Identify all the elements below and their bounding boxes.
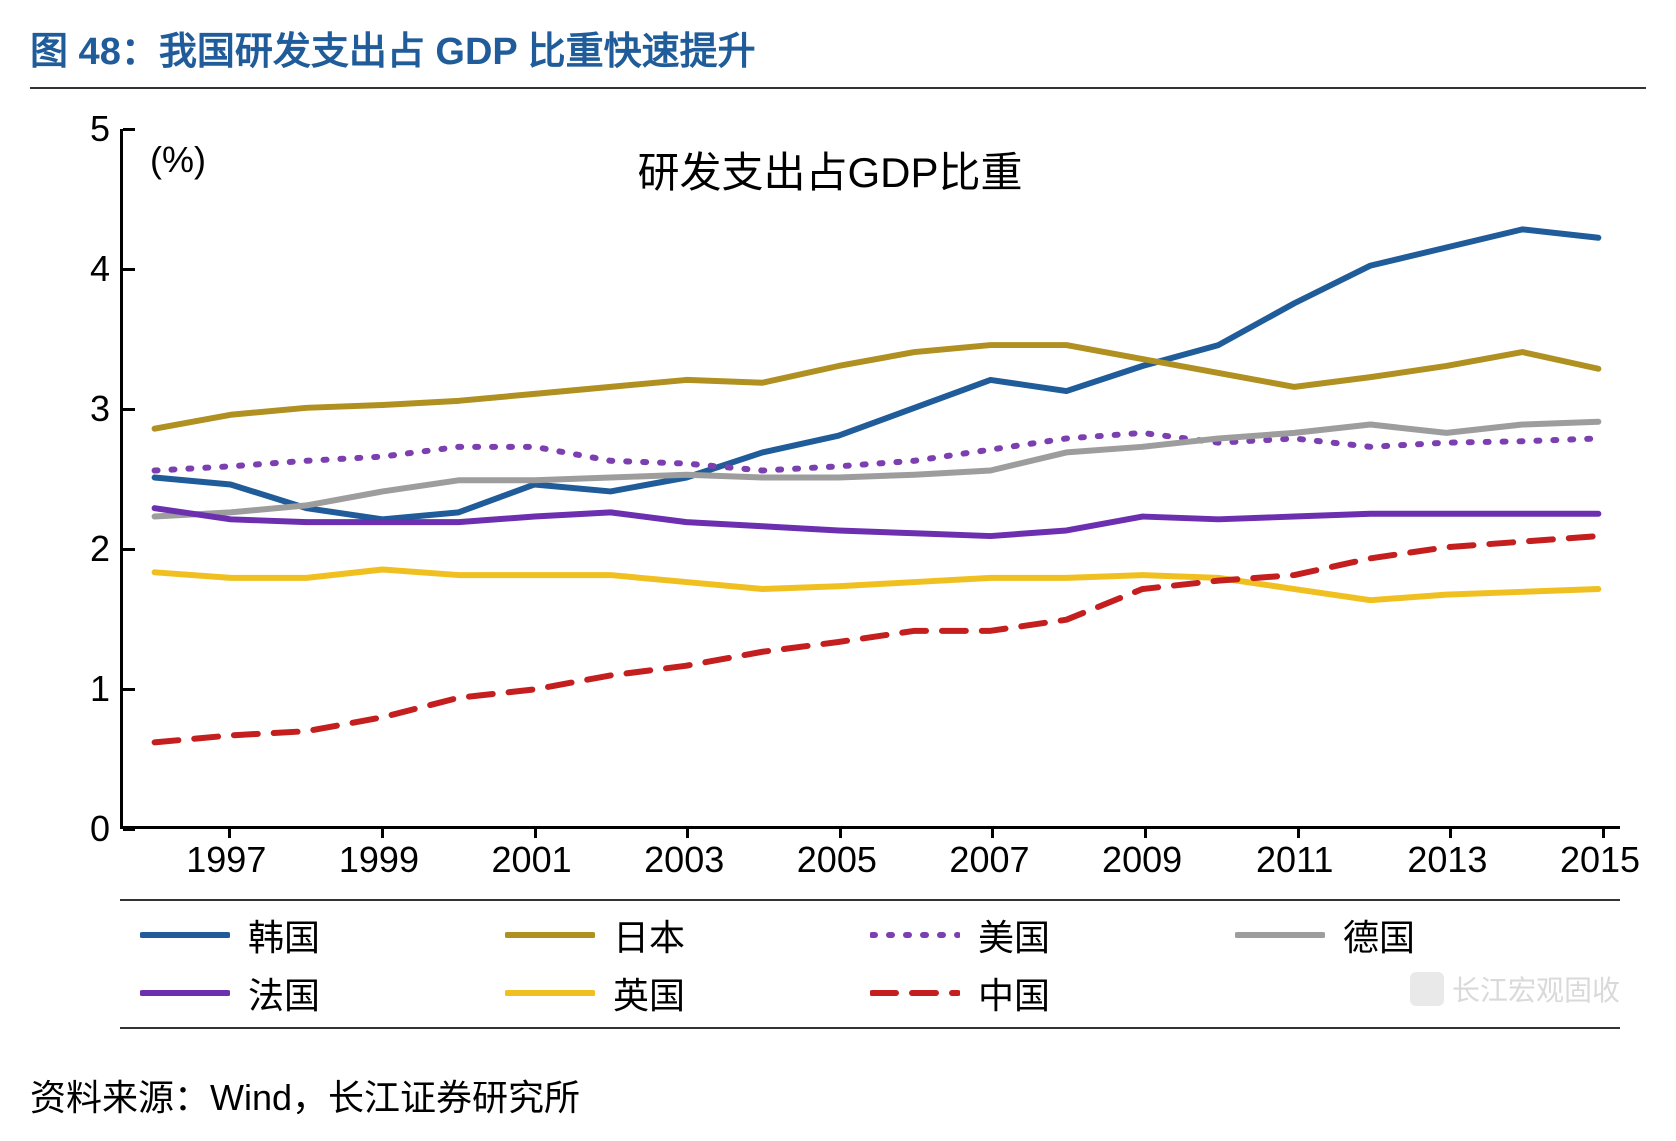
x-axis-label: 1997: [186, 839, 266, 881]
y-tick: [123, 408, 135, 411]
line-series-svg: [123, 129, 1620, 826]
legend-swatch: [505, 915, 595, 955]
legend-swatch: [505, 973, 595, 1013]
legend-item: 日本: [505, 909, 870, 961]
x-tick: [534, 826, 537, 838]
legend-label: 中国: [978, 967, 1050, 1019]
legend-label: 日本: [613, 909, 685, 961]
legend-item: 韩国: [140, 909, 505, 961]
series-line-德国: [155, 422, 1599, 517]
legend-item: 美国: [870, 909, 1235, 961]
legend-label: 韩国: [248, 909, 320, 961]
x-axis-label: 2001: [492, 839, 572, 881]
legend-item: 英国: [505, 967, 870, 1019]
series-line-中国: [155, 536, 1599, 742]
x-tick: [1449, 826, 1452, 838]
x-axis-label: 2007: [949, 839, 1029, 881]
x-axis-label: 2015: [1560, 839, 1640, 881]
legend-item: 法国: [140, 967, 505, 1019]
legend-label: 英国: [613, 967, 685, 1019]
watermark-text: 长江宏观固收: [1452, 969, 1620, 1009]
legend-swatch: [140, 915, 230, 955]
x-axis-label: 2005: [797, 839, 877, 881]
x-tick: [1602, 826, 1605, 838]
x-axis-label: 2009: [1102, 839, 1182, 881]
legend-label: 法国: [248, 967, 320, 1019]
x-tick: [991, 826, 994, 838]
y-tick: [123, 128, 135, 131]
legend-swatch: [870, 915, 960, 955]
legend-swatch: [870, 973, 960, 1013]
legend-swatch: [140, 973, 230, 1013]
x-tick: [381, 826, 384, 838]
y-axis-label: 3: [90, 388, 110, 430]
series-line-日本: [155, 345, 1599, 429]
y-axis-label: 4: [90, 248, 110, 290]
x-tick: [839, 826, 842, 838]
legend-swatch: [1235, 915, 1325, 955]
legend-item: 德国: [1235, 909, 1600, 961]
legend: 韩国 日本 美国 德国法国 英国 中国: [120, 899, 1620, 1029]
legend-label: 德国: [1343, 909, 1415, 961]
y-axis-label: 0: [90, 808, 110, 850]
x-tick: [686, 826, 689, 838]
x-axis-label: 2011: [1256, 839, 1333, 881]
series-line-美国: [155, 433, 1599, 471]
wechat-icon: [1410, 972, 1444, 1006]
source-text: 资料来源：Wind，长江证券研究所: [30, 1069, 1646, 1121]
y-tick: [123, 688, 135, 691]
x-tick: [1297, 826, 1300, 838]
x-tick: [1144, 826, 1147, 838]
figure-title: 图 48：我国研发支出占 GDP 比重快速提升: [30, 20, 1646, 89]
series-line-英国: [155, 570, 1599, 601]
x-tick: [228, 826, 231, 838]
x-axis-label: 1999: [339, 839, 419, 881]
legend-label: 美国: [978, 909, 1050, 961]
y-tick: [123, 548, 135, 551]
y-axis-label: 2: [90, 528, 110, 570]
x-axis-label: 2003: [644, 839, 724, 881]
plot-area: [120, 129, 1620, 829]
y-tick: [123, 268, 135, 271]
x-axis-label: 2013: [1407, 839, 1487, 881]
y-tick: [123, 828, 135, 831]
y-axis-label: 1: [90, 668, 110, 710]
chart-container: (%) 研发支出占GDP比重 012345 199719992001200320…: [30, 129, 1630, 949]
legend-item: 中国: [870, 967, 1235, 1019]
watermark: 长江宏观固收: [1410, 969, 1620, 1009]
series-line-法国: [155, 508, 1599, 536]
y-axis-label: 5: [90, 108, 110, 150]
